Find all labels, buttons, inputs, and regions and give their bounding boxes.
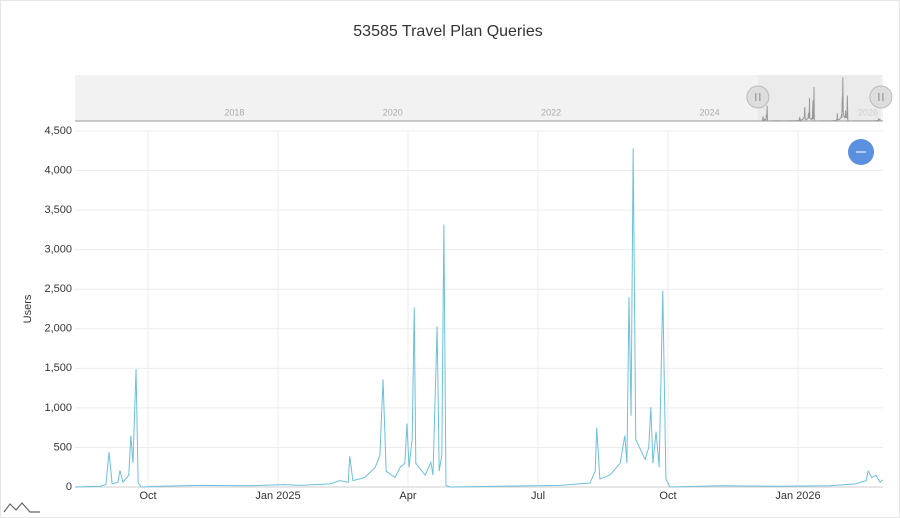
x-tick-label: Jul [531,490,545,502]
y-tick-label: 1,500 [44,362,72,374]
navigator-selection [757,75,881,121]
menu-button[interactable] [848,139,874,165]
navigator-tick-label: 2020 [383,107,403,117]
y-tick-label: 500 [54,441,72,453]
x-tick-label: Oct [139,490,156,502]
y-tick-label: 1,000 [44,402,72,414]
navigator-handle-grip[interactable] [755,93,761,101]
y-tick-label: 2,000 [44,323,72,335]
data-line [75,148,884,488]
navigator-handle-circle[interactable] [746,85,770,109]
y-tick-label: 2,500 [44,283,72,295]
logo[interactable] [3,502,40,513]
y-tick-label: 4,000 [44,164,72,176]
x-tick-label: Jan 2026 [775,490,820,502]
navigator-tick-label: 2018 [224,107,244,117]
y-tick-label: 3,500 [44,204,72,216]
y-tick-label: 3,000 [44,244,72,256]
navigator-handle[interactable] [869,85,893,109]
navigator-handle[interactable] [746,85,770,109]
chart-title: 53585 Travel Plan Queries [353,23,542,40]
x-tick-label: Oct [659,490,676,502]
y-tick-label: 4,500 [44,125,72,137]
navigator-tick-label: 2024 [700,107,720,117]
y-axis-label: Users [22,294,34,323]
y-tick-label: 0 [66,481,72,493]
navigator-tick-label: 2022 [541,107,561,117]
navigator-handle-grip[interactable] [878,93,884,101]
navigator-handle-circle[interactable] [869,85,893,109]
x-tick-label: Jan 2025 [255,490,300,502]
x-tick-label: Apr [399,490,416,502]
